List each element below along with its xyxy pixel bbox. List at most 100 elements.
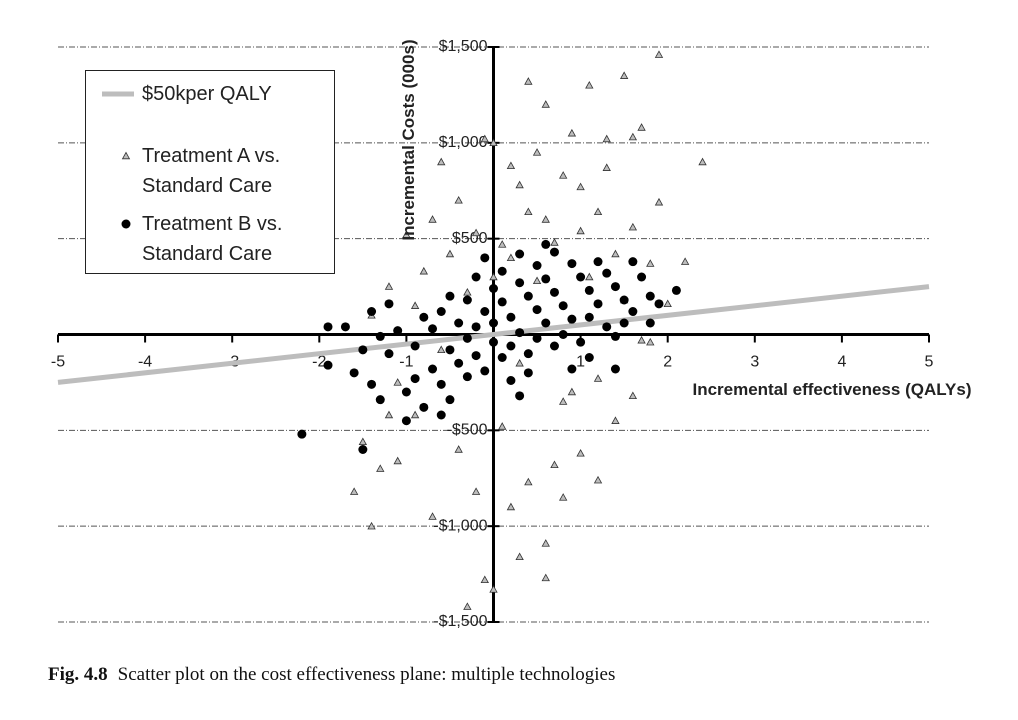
point-a [628,222,638,231]
legend-label: $50kper QALY [142,83,272,105]
point-a [384,410,394,419]
point-b [401,416,411,426]
point-b [349,368,359,378]
point-b [515,278,525,288]
point-b [454,358,464,368]
point-a [585,272,594,281]
point-a [532,276,542,285]
point-a [506,502,516,511]
point-b [480,366,490,376]
point-b [497,353,507,362]
point-a [559,397,568,405]
point-b [489,318,498,328]
point-a [471,228,481,237]
point-b [532,305,542,315]
legend-triangle [121,151,131,160]
point-b [619,318,629,328]
point-a [646,259,655,267]
x-tick-label: 2 [663,354,672,371]
point-a [454,445,463,453]
point-a [567,387,577,396]
point-b [654,299,664,309]
point-b [445,395,455,405]
point-b [367,307,377,316]
point-b [558,301,568,311]
point-a [410,301,420,309]
point-b [401,387,411,397]
point-a [480,134,489,143]
point-a [489,138,498,147]
point-b [436,410,446,420]
point-b [567,364,577,374]
x-tick-label: -5 [51,354,65,371]
point-b [471,351,481,361]
point-a [393,456,402,465]
point-a [593,207,603,216]
point-b [471,272,481,282]
point-a [515,358,524,367]
point-a [628,132,638,141]
x-tick-label: -2 [312,354,326,371]
y-tick-label: -$500 [447,422,488,439]
point-b [367,379,377,389]
point-a [358,437,368,446]
point-b [489,284,498,293]
point-a [532,148,542,156]
point-b [549,341,559,351]
point-a [384,282,394,290]
point-b [567,314,577,324]
point-b [628,257,638,267]
point-b [541,274,551,284]
point-a [637,123,646,131]
point-b [610,331,620,341]
y-tick-label: $500 [452,230,488,247]
point-b [506,312,516,322]
point-b [637,272,647,282]
point-a [663,299,672,308]
legend-item: Treatment A vs. Standard Care [100,141,332,201]
point-a [471,487,481,495]
point-b [419,312,429,322]
point-b [567,259,577,269]
point-a [541,539,550,547]
point-b [602,322,612,332]
point-b [384,349,394,359]
x-tick-label: 1 [576,354,585,371]
point-a [654,197,664,206]
point-a [367,521,376,530]
point-a [541,573,550,582]
point-b [419,402,429,412]
point-b [358,345,368,355]
point-b [584,353,594,362]
point-b [358,445,368,454]
legend: $50kper QALY Treatment A vs. Standard Car… [85,70,335,274]
point-b [480,307,490,316]
point-b [602,268,612,278]
point-a [437,157,446,166]
point-a [349,487,359,495]
point-b [584,285,594,295]
point-a [524,207,533,216]
point-b [541,318,551,328]
point-a [489,585,498,593]
point-b [471,322,481,332]
legend-icon [121,151,131,160]
legend-item: Treatment B vs. Standard Care [100,209,332,269]
legend-label: Treatment A vs. Standard Care [142,145,281,197]
point-b [645,291,655,301]
point-a [602,134,611,143]
point-a [428,215,437,223]
y-tick-label: -$1,500 [433,613,487,630]
labels: Incremental effectiveness (QALYs) Increme… [399,39,972,399]
point-b [480,253,490,263]
y-tick-label: $1,500 [439,38,488,55]
point-b [410,341,420,351]
point-a [454,196,463,204]
point-a [376,464,385,472]
point-b [506,376,516,385]
point-a [541,215,550,223]
point-a [498,240,507,248]
point-b [497,266,507,276]
point-b [645,318,655,328]
threshold-line [57,284,930,385]
